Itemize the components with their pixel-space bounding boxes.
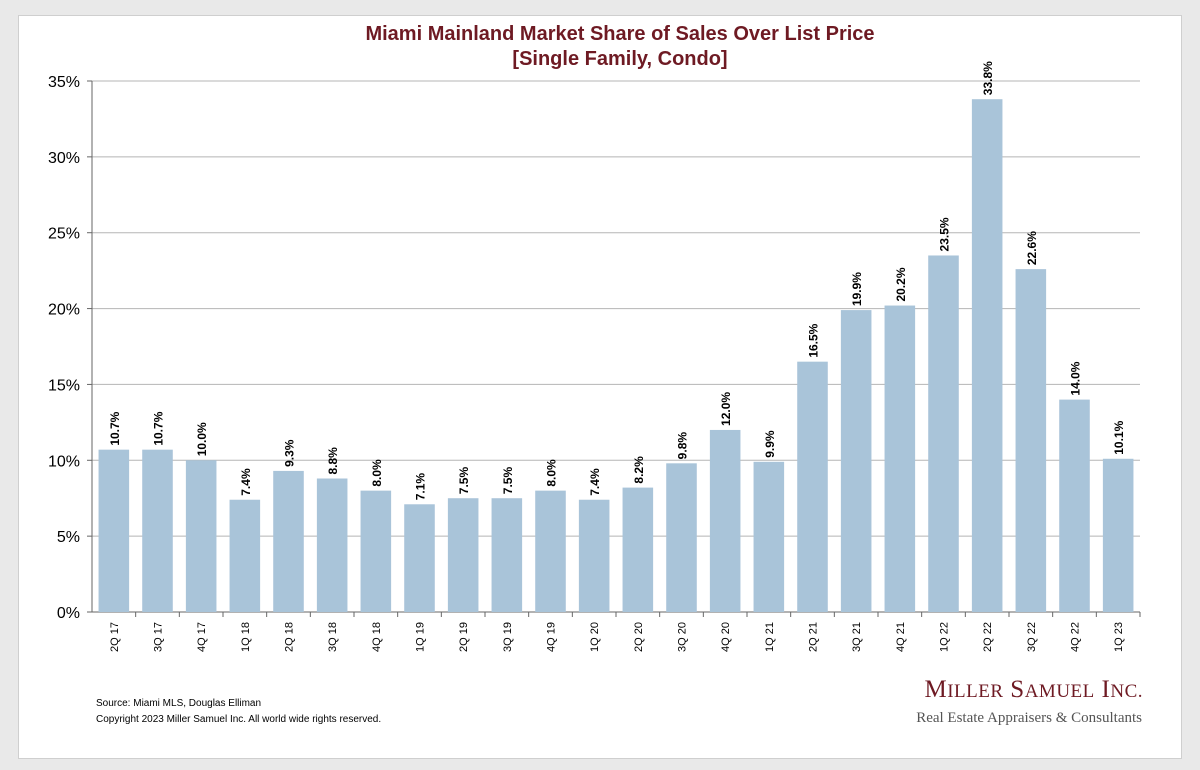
y-tick-label: 20% — [48, 302, 80, 319]
y-tick-label: 25% — [48, 226, 80, 243]
x-tick-label: 4Q 20 — [720, 622, 732, 652]
bar — [884, 305, 916, 612]
data-label: 8.0% — [545, 459, 559, 487]
data-label: 7.4% — [588, 468, 602, 496]
x-tick-label: 3Q 21 — [851, 622, 863, 652]
data-label: 20.2% — [894, 267, 908, 301]
bar — [316, 478, 348, 612]
data-label: 8.2% — [632, 456, 646, 484]
x-tick-label: 4Q 19 — [546, 622, 558, 652]
x-tick-label: 2Q 22 — [982, 622, 994, 652]
bar — [360, 490, 392, 612]
y-tick-label: 5% — [57, 529, 80, 546]
x-tick-label: 3Q 22 — [1026, 622, 1038, 652]
bar — [928, 255, 959, 612]
data-label: 9.9% — [763, 430, 777, 458]
data-label: 10.7% — [152, 411, 166, 445]
brand-initial-1: M — [924, 676, 948, 703]
data-label: 10.1% — [1112, 420, 1126, 454]
brand-rest-1: ILLER — [947, 681, 1004, 702]
bar — [840, 310, 872, 612]
data-label: 8.0% — [370, 459, 384, 487]
data-label: 9.8% — [676, 432, 690, 460]
data-label: 14.0% — [1069, 361, 1083, 395]
bar — [98, 449, 130, 612]
bar — [1059, 399, 1090, 612]
x-tick-label: 2Q 19 — [458, 622, 470, 652]
bar — [185, 460, 217, 612]
data-label: 22.6% — [1025, 231, 1039, 265]
data-label: 7.5% — [501, 467, 515, 495]
chart-title: Miami Mainland Market Share of Sales Ove… — [365, 23, 875, 45]
data-label: 9.3% — [283, 439, 297, 467]
x-tick-label: 3Q 20 — [677, 622, 689, 652]
x-tick-label: 4Q 22 — [1070, 622, 1082, 652]
x-tick-label: 1Q 21 — [764, 622, 776, 652]
bar — [578, 499, 610, 612]
data-label: 19.9% — [850, 272, 864, 306]
data-label: 23.5% — [938, 217, 952, 251]
y-tick-label: 30% — [48, 150, 80, 167]
brand-rest-2: AMUEL — [1024, 681, 1095, 702]
y-tick-label: 35% — [48, 74, 80, 91]
bar — [535, 490, 566, 612]
data-label: 8.8% — [326, 447, 340, 475]
bar — [1102, 458, 1134, 612]
data-label: 7.5% — [457, 467, 471, 495]
bar — [666, 463, 697, 612]
chart-subtitle: [Single Family, Condo] — [512, 48, 728, 70]
x-tick-label: 4Q 21 — [895, 622, 907, 652]
data-label: 10.7% — [108, 411, 122, 445]
data-label: 7.4% — [239, 468, 253, 496]
bar — [709, 429, 741, 612]
x-tick-label: 4Q 17 — [196, 622, 208, 652]
y-tick-label: 15% — [48, 377, 80, 394]
bar — [229, 499, 261, 612]
x-tick-label: 3Q 19 — [502, 622, 514, 652]
bar — [447, 498, 479, 612]
source-note: Source: Miami MLS, Douglas Elliman — [96, 698, 262, 709]
bar — [971, 99, 1003, 613]
bar — [491, 498, 523, 612]
data-label: 7.1% — [414, 473, 428, 501]
copyright-note: Copyright 2023 Miller Samuel Inc. All wo… — [96, 714, 382, 725]
bar — [797, 361, 828, 612]
x-tick-label: 2Q 18 — [284, 622, 296, 652]
x-tick-label: 4Q 18 — [371, 622, 383, 652]
data-label: 16.5% — [807, 323, 821, 357]
x-tick-label: 1Q 22 — [939, 622, 951, 652]
data-label: 33.8% — [981, 61, 995, 95]
y-tick-label: 0% — [57, 605, 80, 622]
x-tick-label: 1Q 20 — [589, 622, 601, 652]
brand-logo-name: MILLER SAMUEL INC. — [924, 676, 1143, 704]
brand-tagline: Real Estate Appraisers & Consultants — [916, 710, 1142, 726]
bar-chart: 0% 5% 10% 15% 20% 25% 30% 35% 10.7% 2Q 17 10.7% 3Q … — [48, 61, 1141, 652]
bar — [1015, 269, 1047, 612]
data-label: 12.0% — [719, 392, 733, 426]
x-tick-label: 1Q 18 — [240, 622, 252, 652]
brand-rest-3: NC. — [1110, 681, 1143, 702]
x-tick-label: 2Q 20 — [633, 622, 645, 652]
bar — [273, 470, 304, 612]
x-tick-label: 2Q 21 — [808, 622, 820, 652]
x-tick-label: 3Q 17 — [153, 622, 165, 652]
bar — [404, 504, 435, 612]
brand-initial-2: S — [1010, 676, 1025, 703]
x-tick-label: 3Q 18 — [327, 622, 339, 652]
bar — [753, 461, 785, 612]
y-tick-label: 10% — [48, 453, 80, 470]
x-tick-label: 1Q 23 — [1113, 622, 1125, 652]
x-tick-label: 2Q 17 — [109, 622, 121, 652]
brand-initial-3: I — [1101, 676, 1111, 703]
bar — [142, 449, 173, 612]
x-tick-label: 1Q 19 — [415, 622, 427, 652]
data-label: 10.0% — [195, 422, 209, 456]
bar — [622, 487, 654, 612]
